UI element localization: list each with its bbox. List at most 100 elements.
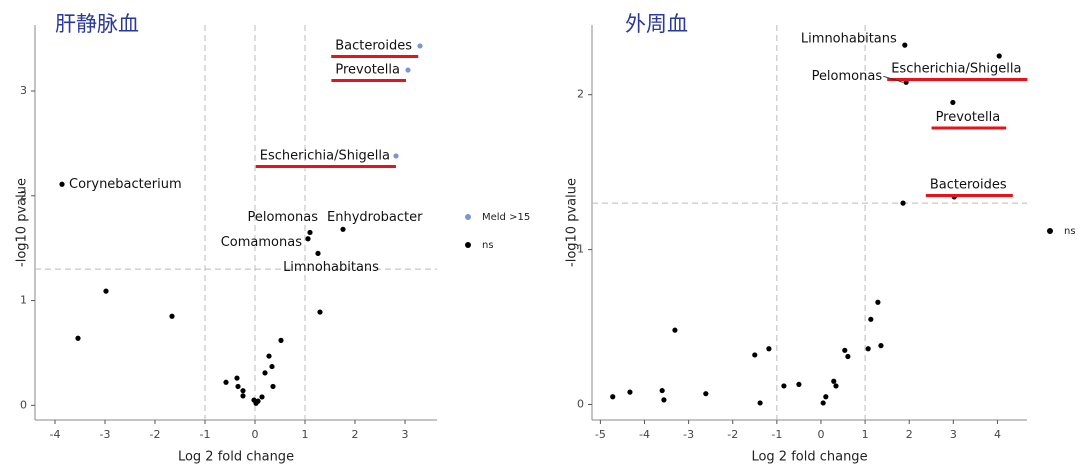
y-tick-label: 0 (20, 398, 27, 411)
y-tick-label: 1 (20, 294, 27, 307)
point-label: Enhydrobacter (327, 210, 423, 225)
leader-line (883, 75, 904, 83)
x-tick-label: -4 (639, 428, 650, 441)
point-label: Escherichia/Shigella (891, 61, 1021, 76)
x-tick-label: 3 (402, 428, 409, 441)
point-label: Prevotella (335, 63, 400, 78)
legend-marker (465, 242, 471, 248)
point (262, 370, 268, 376)
x-tick-label: 0 (252, 428, 259, 441)
y-tick-label: 0 (577, 398, 584, 411)
point (845, 353, 851, 360)
point (305, 236, 311, 242)
point (865, 346, 871, 352)
point (842, 347, 848, 353)
y-tick-label: 2 (577, 88, 584, 101)
point (266, 353, 272, 359)
x-tick-label: -1 (771, 428, 782, 441)
x-tick-label: -3 (683, 428, 694, 441)
point (169, 313, 175, 319)
point (75, 335, 81, 341)
point (269, 363, 275, 370)
point-label: Comamonas (221, 235, 302, 250)
point (103, 288, 109, 294)
point (752, 352, 758, 358)
x-tick-label: 0 (817, 428, 824, 441)
chart-title: 肝静脉血 (55, 12, 139, 36)
x-tick-label: -3 (100, 428, 111, 441)
point (235, 383, 241, 390)
x-tick-label: 3 (950, 428, 957, 441)
point (307, 229, 313, 236)
x-tick-label: 2 (906, 428, 913, 441)
x-axis-label: Log 2 fold change (751, 450, 867, 465)
point-label: Escherichia/Shigella (260, 148, 390, 163)
legend-marker (1047, 228, 1053, 234)
y-tick-label: 1 (577, 243, 584, 256)
point (757, 400, 763, 406)
x-tick-label: 1 (862, 428, 869, 441)
point-label: Bacteroides (930, 177, 1007, 192)
point-label: Pelomonas (247, 210, 318, 225)
point (661, 397, 667, 403)
y-tick-label: 3 (20, 84, 27, 97)
legend-text: ns (482, 240, 494, 251)
x-tick-label: -2 (150, 428, 161, 441)
point-label: Pelomonas (812, 69, 883, 84)
point (781, 383, 787, 389)
x-tick-label: 1 (302, 428, 309, 441)
point (820, 400, 826, 406)
point (878, 343, 884, 349)
point (703, 391, 709, 397)
point (417, 43, 423, 49)
point (610, 394, 616, 400)
point (823, 394, 829, 400)
point (875, 299, 881, 305)
y-axis-label: -log10 pvalue (565, 178, 580, 267)
x-axis-label: Log 2 fold change (178, 450, 294, 465)
point (393, 153, 399, 159)
point (903, 79, 909, 85)
legend-text: ns (1064, 226, 1076, 237)
point-label: Prevotella (936, 110, 1001, 125)
point (259, 394, 265, 400)
point (234, 375, 240, 381)
point-label: Corynebacterium (69, 177, 182, 192)
x-tick-label: 2 (352, 428, 359, 441)
point (278, 337, 284, 343)
point (405, 67, 411, 73)
point (900, 200, 906, 206)
point (833, 383, 839, 389)
point (996, 53, 1002, 59)
point-label: Limnohabitans (801, 32, 897, 47)
point (831, 378, 837, 384)
legend-marker (465, 214, 471, 220)
point (251, 397, 257, 403)
point (868, 316, 874, 322)
point (59, 181, 65, 187)
x-tick-label: -2 (727, 428, 738, 441)
point (317, 309, 323, 315)
point (766, 346, 772, 352)
chart-title: 外周血 (625, 12, 688, 36)
point (255, 398, 261, 404)
point (902, 42, 908, 48)
x-tick-label: 4 (994, 428, 1001, 441)
y-tick-label: 2 (20, 189, 27, 202)
point (659, 387, 665, 394)
point (796, 381, 802, 387)
point (950, 99, 956, 106)
legend-text: Meld >15 (482, 212, 530, 223)
point (240, 388, 246, 394)
point (627, 389, 633, 395)
point (223, 379, 229, 385)
point-label: Limnohabitans (283, 260, 379, 275)
x-tick-label: -5 (595, 428, 606, 441)
x-tick-label: -1 (200, 428, 211, 441)
point-label: Bacteroides (335, 38, 412, 53)
point (270, 383, 276, 390)
y-axis-label: -log10 pvalue (15, 178, 30, 267)
point (340, 226, 346, 232)
point (672, 327, 678, 333)
